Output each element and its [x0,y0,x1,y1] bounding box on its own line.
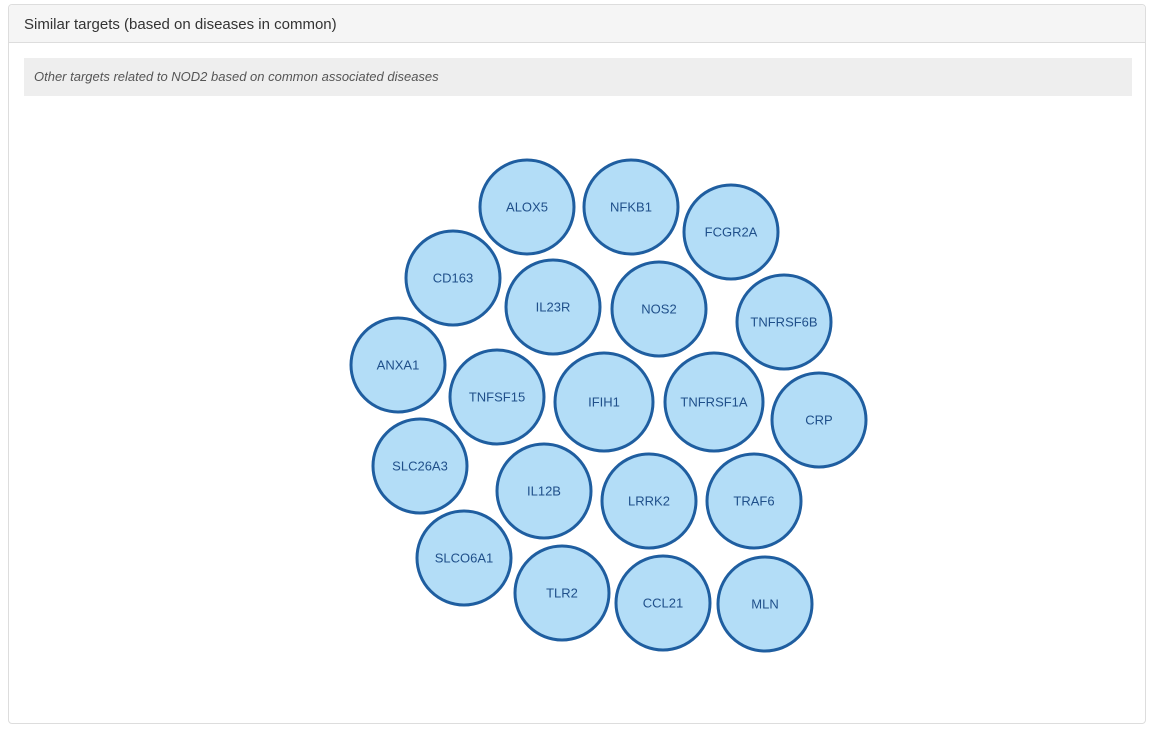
target-bubble-circle[interactable] [663,351,765,453]
target-bubble-label[interactable]: NFKB1 [610,200,652,215]
target-bubble-label[interactable]: ANXA1 [377,358,420,373]
target-bubble-tlr2[interactable]: TLR2 [513,544,611,642]
target-bubble-traf6[interactable]: TRAF6 [705,452,803,550]
target-bubble-label[interactable]: SLC26A3 [392,459,448,474]
target-bubble-label[interactable]: TNFRSF1A [680,395,748,410]
target-bubble-tnfsf15[interactable]: TNFSF15 [448,348,546,446]
target-bubble-slc26a3[interactable]: SLC26A3 [371,417,469,515]
target-bubble-label[interactable]: CRP [805,413,832,428]
target-bubble-circle[interactable] [371,417,469,515]
target-bubble-label[interactable]: TRAF6 [733,494,774,509]
target-bubble-il23r[interactable]: IL23R [504,258,602,356]
target-bubble-label[interactable]: TLR2 [546,586,578,601]
target-bubble-circle[interactable] [349,316,447,414]
target-bubble-circle[interactable] [614,554,712,652]
target-bubble-label[interactable]: SLCO6A1 [435,551,494,566]
target-bubble-circle[interactable] [705,452,803,550]
target-bubble-circle[interactable] [735,273,833,371]
target-bubble-fcgr2a[interactable]: FCGR2A [682,183,780,281]
target-bubble-label[interactable]: IFIH1 [588,395,620,410]
target-bubble-label[interactable]: TNFRSF6B [750,315,817,330]
target-bubble-circle[interactable] [495,442,593,540]
target-bubble-lrrk2[interactable]: LRRK2 [600,452,698,550]
target-bubble-cd163[interactable]: CD163 [404,229,502,327]
target-bubble-label[interactable]: NOS2 [641,302,676,317]
target-bubble-label[interactable]: CCL21 [643,596,683,611]
target-bubble-circle[interactable] [716,555,814,653]
target-bubble-circle[interactable] [513,544,611,642]
target-bubble-ifih1[interactable]: IFIH1 [553,351,655,453]
target-bubble-label[interactable]: FCGR2A [705,225,758,240]
target-bubble-circle[interactable] [504,258,602,356]
target-bubble-circle[interactable] [682,183,780,281]
target-bubble-nos2[interactable]: NOS2 [610,260,708,358]
target-bubble-tnfrsf1a[interactable]: TNFRSF1A [663,351,765,453]
target-bubble-label[interactable]: IL23R [536,300,571,315]
panel-title: Similar targets (based on diseases in co… [9,5,1145,43]
target-bubble-circle[interactable] [600,452,698,550]
target-bubble-circle[interactable] [770,371,868,469]
target-bubble-tnfrsf6b[interactable]: TNFRSF6B [735,273,833,371]
target-bubble-circle[interactable] [415,509,513,607]
target-bubble-label[interactable]: CD163 [433,271,473,286]
target-bubble-circle[interactable] [553,351,655,453]
target-bubble-circle[interactable] [404,229,502,327]
target-bubble-label[interactable]: ALOX5 [506,200,548,215]
target-bubble-circle[interactable] [478,158,576,256]
target-bubble-label[interactable]: MLN [751,597,778,612]
target-bubble-label[interactable]: IL12B [527,484,561,499]
target-bubble-anxa1[interactable]: ANXA1 [349,316,447,414]
target-bubble-crp[interactable]: CRP [770,371,868,469]
target-bubble-nfkb1[interactable]: NFKB1 [582,158,680,256]
target-bubble-circle[interactable] [610,260,708,358]
target-bubble-il12b[interactable]: IL12B [495,442,593,540]
target-bubble-mln[interactable]: MLN [716,555,814,653]
panel-subtitle: Other targets related to NOD2 based on c… [24,58,1132,96]
target-bubble-slco6a1[interactable]: SLCO6A1 [415,509,513,607]
target-bubble-ccl21[interactable]: CCL21 [614,554,712,652]
target-bubble-circle[interactable] [448,348,546,446]
target-bubble-label[interactable]: LRRK2 [628,494,670,509]
target-bubble-circle[interactable] [582,158,680,256]
target-bubble-alox5[interactable]: ALOX5 [478,158,576,256]
target-bubble-label[interactable]: TNFSF15 [469,390,525,405]
